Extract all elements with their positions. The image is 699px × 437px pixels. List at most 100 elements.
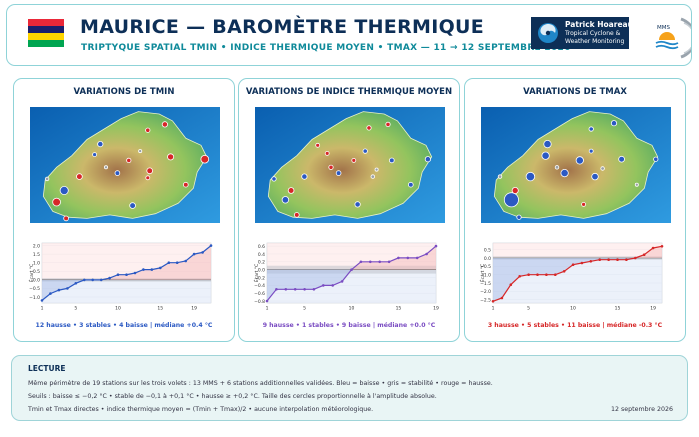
station-marker	[408, 181, 414, 188]
x-tick-label: 1	[266, 306, 269, 312]
station-marker	[138, 149, 143, 154]
station-marker	[497, 174, 503, 179]
y-tick-label: 0.5	[484, 247, 491, 253]
data-point	[350, 268, 353, 271]
cyclone-icon	[538, 23, 558, 43]
x-tick-label: 19	[191, 306, 197, 312]
y-tick-label: 0.2	[258, 260, 265, 266]
y-tick-label: 1.5	[33, 252, 40, 258]
positive-band	[267, 243, 436, 270]
data-point	[40, 299, 44, 302]
data-point	[150, 268, 154, 271]
y-tick-label: 2.0	[33, 243, 40, 249]
x-tick-label: 15	[396, 306, 402, 312]
brand-name: Patrick Hoareau	[565, 20, 633, 29]
positive-fill	[42, 245, 211, 280]
station-marker	[581, 202, 586, 207]
data-point	[265, 299, 269, 303]
station-marker	[554, 165, 560, 170]
station-marker	[653, 156, 659, 162]
data-point	[625, 258, 628, 261]
station-marker	[385, 121, 391, 127]
data-point	[83, 278, 86, 282]
data-point	[108, 276, 111, 280]
data-point	[607, 258, 610, 261]
station-marker	[161, 121, 168, 128]
data-point	[545, 273, 548, 276]
station-marker	[335, 170, 342, 176]
data-point	[660, 245, 664, 248]
y-tick-label: −1.5	[480, 281, 491, 287]
station-marker	[618, 155, 625, 163]
flag-stripe	[28, 40, 64, 47]
data-point	[634, 256, 637, 260]
data-point	[580, 261, 584, 265]
station-marker	[145, 127, 151, 133]
data-point	[378, 260, 381, 264]
data-point	[331, 284, 334, 287]
station-marker	[541, 151, 550, 160]
data-point	[275, 288, 278, 291]
panel-summary: 9 hausse • 1 stables • 9 baisse | médian…	[262, 322, 436, 329]
station-marker	[271, 176, 277, 182]
data-point	[66, 287, 69, 290]
station-marker	[76, 173, 83, 180]
station-marker	[52, 197, 61, 207]
y-tick-label: −0.6	[254, 291, 265, 297]
station-marker	[287, 187, 295, 194]
lecture-date: 12 septembre 2026	[611, 406, 673, 413]
page-subtitle: TRIPTYQUE SPATIAL TMIN • INDICE THERMIQU…	[81, 43, 571, 53]
station-marker	[511, 187, 519, 195]
panel-tmin: VARIATIONS DE TMIN 2.0 1.5 1.0 0.5 0.0 −0.5 −1…	[13, 78, 235, 342]
y-tick-label: 0.5	[33, 269, 40, 275]
x-tick-label: 10	[570, 306, 576, 312]
station-marker	[104, 165, 109, 170]
data-point	[312, 288, 316, 291]
station-marker	[560, 168, 569, 178]
brand-logo: Patrick Hoareau Tropical Cyclone & Weath…	[531, 17, 633, 49]
station-marker	[516, 214, 522, 220]
x-tick-label: 15	[615, 306, 621, 312]
station-marker	[370, 174, 375, 179]
data-point	[651, 246, 655, 250]
data-point	[209, 244, 213, 247]
data-point	[201, 251, 204, 254]
data-point	[406, 256, 410, 260]
ranked-chart: 0.50.0−0.5−1.0−1.5−2.0−2.51 5 10 15 19Écart …	[479, 242, 664, 312]
station-marker	[129, 202, 136, 209]
x-tick-label: 10	[349, 306, 355, 312]
data-point	[49, 292, 52, 295]
lecture-card: LECTURE Même périmètre de 19 stations su…	[11, 355, 688, 421]
station-marker	[44, 176, 50, 182]
station-marker	[126, 157, 132, 164]
data-point	[99, 278, 103, 282]
station-marker	[301, 173, 308, 180]
positive-fill	[267, 246, 436, 270]
data-point	[527, 273, 530, 276]
data-point	[415, 256, 419, 260]
station-map	[481, 107, 671, 223]
x-tick-label: 19	[433, 306, 439, 312]
lecture-line-3: Tmin et Tmax directes • indice thermique…	[28, 406, 374, 413]
station-marker	[281, 196, 290, 204]
station-marker	[362, 148, 368, 154]
x-tick-label: 5	[527, 306, 530, 312]
station-marker	[503, 192, 519, 208]
data-point	[91, 278, 94, 282]
data-point	[184, 259, 187, 263]
data-point	[74, 282, 78, 285]
positive-band	[493, 243, 662, 258]
lecture-title: LECTURE	[28, 364, 66, 373]
y-axis-label: Écart °C	[253, 264, 260, 283]
y-tick-label: −0.2	[254, 275, 265, 281]
data-point	[57, 288, 61, 292]
y-tick-label: −2.0	[480, 289, 491, 295]
station-marker	[591, 172, 599, 181]
x-tick-label: 1	[492, 306, 495, 312]
mauritius-flag-icon	[28, 19, 64, 47]
negative-fill	[493, 258, 662, 302]
station-map	[255, 107, 445, 223]
station-marker	[167, 153, 175, 161]
data-point	[322, 284, 325, 287]
y-tick-label: −1.0	[29, 295, 40, 301]
